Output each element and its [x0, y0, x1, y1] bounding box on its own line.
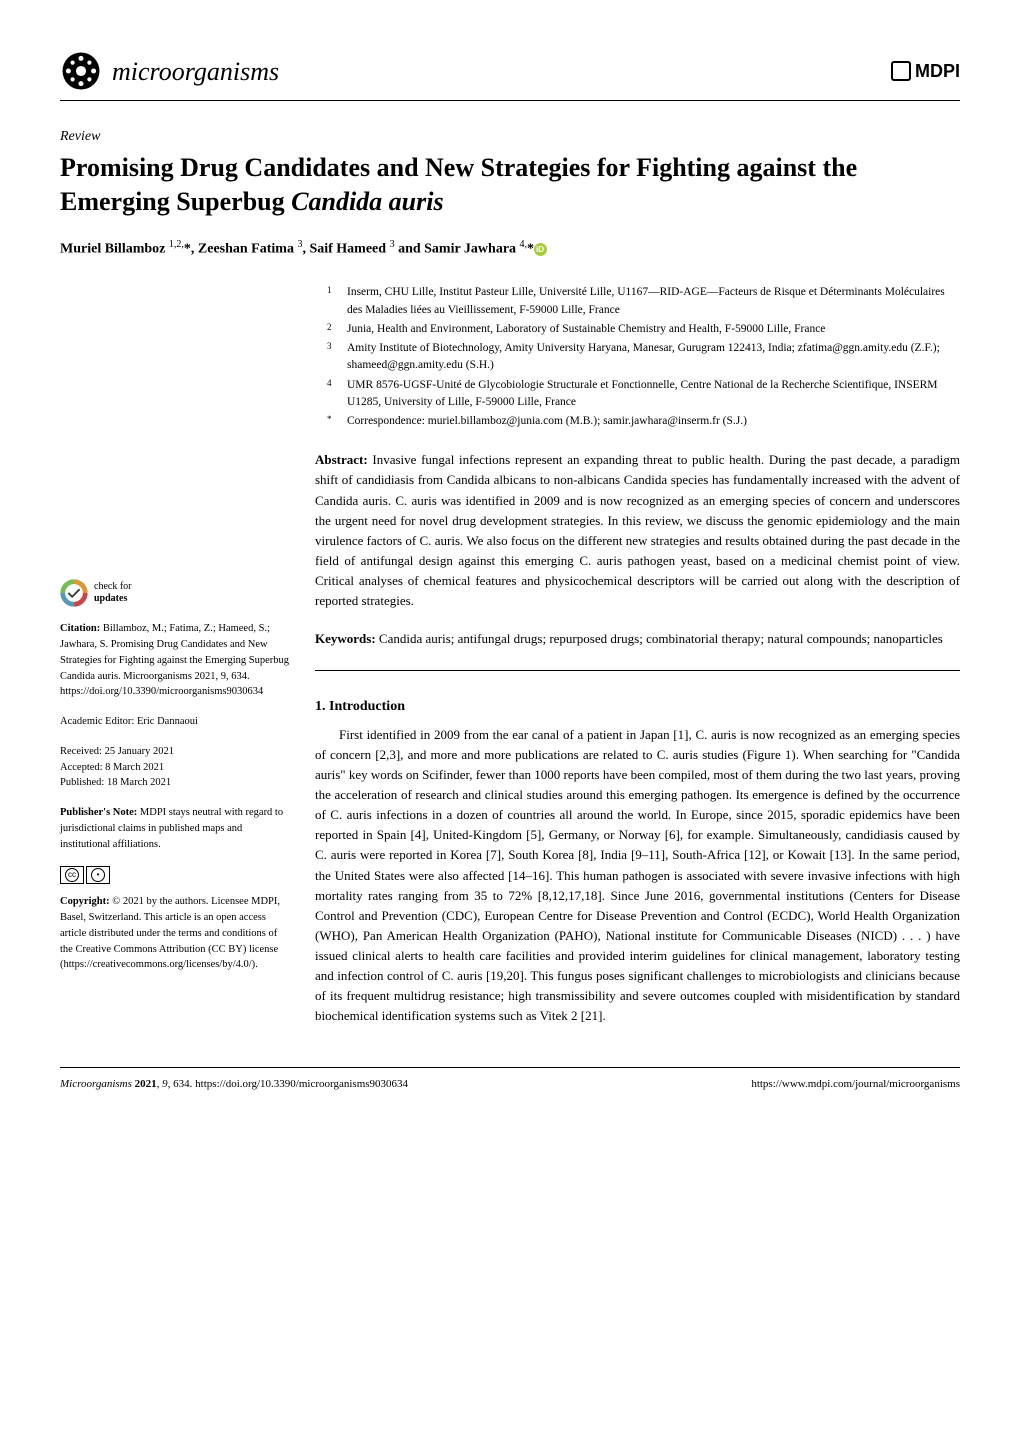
- introduction-paragraph: First identified in 2009 from the ear ca…: [315, 725, 960, 1027]
- abstract: Abstract: Invasive fungal infections rep…: [315, 450, 960, 611]
- cc-license-badge[interactable]: cc •: [60, 866, 290, 884]
- received-date: Received: 25 January 2021: [60, 744, 290, 760]
- cc-icon: cc: [60, 866, 84, 884]
- accepted-date: Accepted: 8 March 2021: [60, 760, 290, 776]
- author-list: Muriel Billamboz 1,2,*, Zeeshan Fatima 3…: [60, 237, 960, 260]
- affiliations: 1Inserm, CHU Lille, Institut Pasteur Lil…: [315, 284, 960, 430]
- article-title: Promising Drug Candidates and New Strate…: [60, 151, 960, 219]
- copyright-block: Copyright: © 2021 by the authors. Licens…: [60, 894, 290, 973]
- page-header: microorganisms MDPI: [60, 50, 960, 101]
- footer-right[interactable]: https://www.mdpi.com/journal/microorgani…: [751, 1076, 960, 1093]
- editor-block: Academic Editor: Eric Dannaoui: [60, 714, 290, 730]
- footer-left: Microorganisms 2021, 9, 634. https://doi…: [60, 1076, 408, 1093]
- main-content: 1Inserm, CHU Lille, Institut Pasteur Lil…: [315, 284, 960, 1026]
- title-text: Promising Drug Candidates and New Strate…: [60, 153, 857, 216]
- article-type: Review: [60, 126, 960, 147]
- by-icon: •: [86, 866, 110, 884]
- publisher-logo: MDPI: [891, 58, 960, 85]
- abstract-text: Invasive fungal infections represent an …: [315, 452, 960, 608]
- mdpi-square-icon: [891, 61, 911, 81]
- check-updates-icon: [60, 579, 88, 607]
- publishers-note: Publisher's Note: MDPI stays neutral wit…: [60, 805, 290, 852]
- check-updates-text: check for updates: [94, 581, 131, 605]
- check-updates-badge[interactable]: check for updates: [60, 579, 290, 607]
- gear-icon: [60, 50, 102, 92]
- title-species: Candida auris: [291, 187, 443, 216]
- dates-block: Received: 25 January 2021 Accepted: 8 Ma…: [60, 744, 290, 791]
- publisher-name: MDPI: [915, 58, 960, 85]
- journal-logo: microorganisms: [60, 50, 279, 92]
- citation-block: Citation: Billamboz, M.; Fatima, Z.; Ham…: [60, 621, 290, 700]
- page-footer: Microorganisms 2021, 9, 634. https://doi…: [60, 1067, 960, 1093]
- keywords: Keywords: Candida auris; antifungal drug…: [315, 629, 960, 670]
- orcid-icon[interactable]: [534, 243, 547, 256]
- keywords-text: Candida auris; antifungal drugs; repurpo…: [376, 631, 943, 646]
- journal-name: microorganisms: [112, 52, 279, 91]
- published-date: Published: 18 March 2021: [60, 775, 290, 791]
- section-heading: 1. Introduction: [315, 696, 960, 717]
- sidebar: check for updates Citation: Billamboz, M…: [60, 284, 290, 1026]
